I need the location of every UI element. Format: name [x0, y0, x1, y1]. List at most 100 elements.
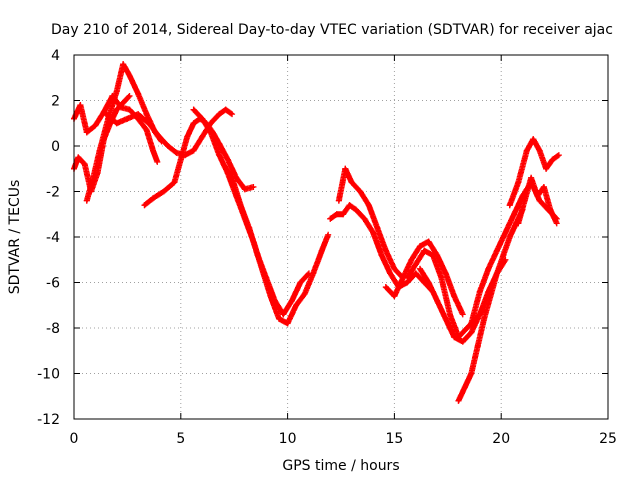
series-satellite-track-10: [382, 238, 466, 318]
data-point: [177, 156, 184, 163]
y-tick-label: -8: [46, 321, 60, 337]
data-point: [124, 115, 131, 122]
data-point: [474, 343, 481, 350]
data-point: [442, 270, 449, 277]
data-point: [536, 147, 543, 154]
data-point: [143, 127, 150, 134]
data-point: [425, 279, 432, 286]
series-satellite-track-9: [335, 165, 406, 281]
data-point: [207, 129, 214, 136]
data-point: [246, 224, 253, 231]
y-tick-labels: -12 -10 -8 -6 -4 -2 0 2 4: [37, 48, 60, 428]
data-point: [81, 161, 88, 168]
y-tick-label: -6: [46, 276, 60, 292]
y-tick-label: -12: [37, 412, 60, 428]
data-point: [237, 202, 244, 209]
data-point: [511, 211, 518, 218]
data-point: [126, 92, 133, 99]
data-point: [164, 143, 171, 149]
data-point: [378, 252, 385, 259]
data-point: [288, 297, 295, 304]
data-point: [555, 152, 562, 159]
y-tick-label: 4: [51, 48, 60, 64]
data-point: [216, 152, 223, 159]
data-point: [540, 183, 547, 190]
data-point: [370, 229, 377, 236]
data-point: [502, 229, 509, 236]
data-point: [417, 243, 424, 250]
data-point: [361, 215, 368, 222]
data-point: [83, 129, 90, 136]
x-tick-labels: 0 5 10 15 20 25: [70, 431, 617, 447]
data-point: [250, 183, 257, 190]
data-point: [468, 320, 475, 327]
grid: [74, 55, 608, 419]
data-point: [254, 252, 261, 259]
data-point: [96, 147, 103, 154]
series-satellite-track-16: [515, 174, 560, 227]
series-satellite-track-7: [220, 161, 312, 318]
data-point: [263, 274, 270, 281]
data-point: [493, 270, 500, 277]
data-point: [113, 120, 120, 127]
x-tick-label: 15: [385, 431, 403, 447]
data-point: [199, 115, 206, 122]
series-plus-markers: [335, 165, 405, 280]
data-point: [442, 315, 449, 322]
data-points: [71, 61, 562, 404]
data-point: [357, 188, 364, 195]
y-tick-label: 0: [51, 139, 60, 155]
data-point: [280, 311, 287, 318]
x-tick-label: 20: [492, 431, 510, 447]
y-tick-label: -4: [46, 230, 60, 246]
data-point: [190, 147, 197, 154]
data-point: [493, 247, 500, 254]
data-point: [171, 179, 178, 186]
data-point: [461, 384, 468, 391]
data-point: [340, 211, 347, 218]
data-point: [515, 220, 522, 227]
data-point: [352, 206, 359, 213]
y-tick-label: -2: [46, 185, 60, 201]
data-point: [476, 311, 483, 318]
x-tick-label: 25: [599, 431, 617, 447]
data-point: [220, 161, 227, 168]
data-point: [135, 111, 142, 118]
data-point: [459, 311, 466, 318]
data-point: [451, 293, 458, 300]
data-point: [506, 202, 513, 209]
data-point: [325, 231, 332, 238]
data-point: [481, 315, 488, 322]
data-point: [75, 154, 82, 161]
data-point: [534, 193, 541, 200]
data-point: [530, 136, 537, 143]
data-point: [222, 106, 229, 113]
data-point: [224, 156, 231, 163]
data-point: [348, 179, 355, 186]
data-point: [126, 106, 133, 113]
data-point: [365, 202, 372, 209]
data-point: [83, 197, 90, 204]
series-satellite-track-6: [190, 106, 332, 327]
data-point: [515, 179, 522, 186]
data-point: [391, 293, 398, 300]
data-point: [150, 147, 157, 154]
data-point: [190, 120, 197, 127]
data-point: [412, 261, 419, 268]
y-axis-title: SDTVAR / TECUs: [7, 180, 23, 295]
data-point: [374, 224, 381, 231]
data-point: [182, 152, 189, 159]
y-tick-label: 2: [51, 94, 60, 110]
data-point: [468, 370, 475, 377]
data-point: [500, 252, 507, 259]
data-point: [417, 265, 424, 272]
data-point: [425, 238, 432, 245]
data-point: [412, 270, 419, 277]
data-point: [120, 99, 127, 106]
data-point: [455, 397, 462, 404]
data-point: [459, 338, 466, 345]
data-point: [229, 111, 236, 118]
data-point: [451, 334, 458, 341]
data-point: [92, 122, 99, 129]
